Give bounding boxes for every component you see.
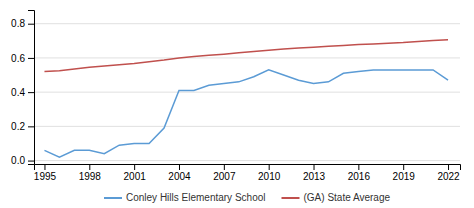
tick-mark <box>28 92 34 93</box>
lines <box>44 40 448 157</box>
legend-label: (GA) State Average <box>303 192 390 203</box>
grid-line <box>34 57 460 58</box>
tick: 1995 <box>34 164 57 182</box>
tick-label: 0.4 <box>11 87 25 98</box>
legend-swatch <box>281 197 299 199</box>
tick: 2001 <box>124 164 147 182</box>
tick-mark <box>179 164 180 170</box>
tick-label: 0.6 <box>11 53 25 64</box>
tick-mark <box>89 164 90 170</box>
axis-line <box>35 165 461 171</box>
x-axis: 1995 1998 2001 2004 2007 2010 2013 2016 2019 2022 <box>34 164 461 182</box>
tick: 2007 <box>213 164 236 182</box>
axis-line <box>28 11 35 165</box>
series-line <box>44 70 448 157</box>
grid-line <box>34 23 460 24</box>
series-line <box>44 40 448 72</box>
tick-mark <box>358 164 359 170</box>
tick: 0.8 <box>11 18 34 29</box>
tick-label: 0.2 <box>11 121 25 132</box>
tick: 0.6 <box>11 53 34 64</box>
tick-label: 2004 <box>168 171 191 182</box>
tick-mark <box>134 164 135 170</box>
tick: 0.2 <box>11 121 34 132</box>
legend-label: Conley Hills Elementary School <box>126 192 266 203</box>
tick: 2010 <box>258 164 281 182</box>
grid <box>34 24 460 161</box>
tick: 2013 <box>303 164 326 182</box>
plot: 1995 1998 2001 2004 2007 2010 2013 2016 2019 2022… <box>11 11 460 183</box>
tick-mark <box>448 164 449 170</box>
chart: 1995 1998 2001 2004 2007 2010 2013 2016 2019 2022… <box>0 0 474 208</box>
tick-label: 2010 <box>258 171 281 182</box>
grid-line <box>34 126 460 127</box>
tick-mark <box>28 24 34 25</box>
tick-label: 2001 <box>124 171 147 182</box>
tick: 2004 <box>168 164 191 182</box>
tick: 0.4 <box>11 87 34 98</box>
tick-label: 2016 <box>348 171 371 182</box>
tick-mark <box>28 126 34 127</box>
legend-item: (GA) State Average <box>281 192 390 203</box>
tick: 2019 <box>393 164 416 182</box>
grid-line <box>34 92 460 93</box>
tick-label: 2007 <box>213 171 236 182</box>
grid-line <box>34 160 460 161</box>
tick-mark <box>28 58 34 59</box>
tick: 1998 <box>79 164 102 182</box>
tick-label: 2019 <box>393 171 416 182</box>
tick-label: 2022 <box>437 171 460 182</box>
tick-label: 2013 <box>303 171 326 182</box>
tick-label: 0.8 <box>11 18 25 29</box>
tick-mark <box>224 164 225 170</box>
tick-mark <box>269 164 270 170</box>
tick-mark <box>28 161 34 162</box>
tick: 2016 <box>348 164 371 182</box>
y-axis: 0.0 0.2 0.4 0.6 0.8 <box>11 11 34 167</box>
tick-mark <box>44 164 45 170</box>
tick-label: 1995 <box>34 171 57 182</box>
tick-label: 0.0 <box>11 155 25 166</box>
tick-label: 1998 <box>79 171 102 182</box>
legend-swatch <box>104 197 122 199</box>
tick: 2022 <box>437 164 460 182</box>
tick-mark <box>314 164 315 170</box>
tick-mark <box>403 164 404 170</box>
tick: 0.0 <box>11 155 34 166</box>
legend: Conley Hills Elementary School (GA) State… <box>104 192 390 203</box>
legend-item: Conley Hills Elementary School <box>104 192 266 203</box>
